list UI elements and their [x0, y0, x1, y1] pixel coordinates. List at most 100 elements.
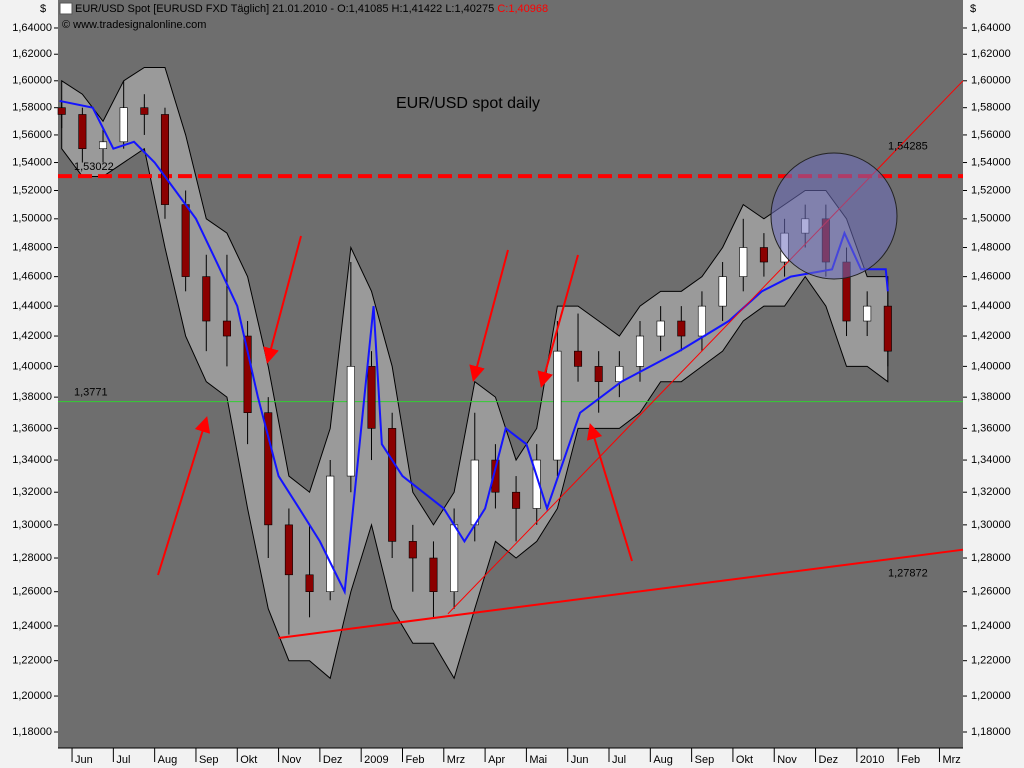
candle-body — [346, 366, 355, 477]
y-tick-label: 1,40000 — [12, 360, 52, 372]
x-tick-label: Nov — [777, 754, 797, 766]
trend-line-label: 1,27872 — [888, 567, 928, 579]
currency-left: $ — [40, 3, 46, 15]
y-tick-label: 1,44000 — [12, 300, 52, 312]
y-tick-label: 1,38000 — [971, 391, 1011, 403]
arrow — [263, 235, 302, 364]
y-tick-label: 1,22000 — [971, 655, 1011, 667]
y-tick-label: 1,30000 — [12, 519, 52, 531]
y-tick-label: 1,26000 — [12, 586, 52, 598]
average-line — [59, 99, 889, 596]
x-tick-label: Aug — [158, 754, 178, 766]
y-tick-label: 1,20000 — [971, 690, 1011, 702]
y-tick-label: 1,56000 — [971, 129, 1011, 141]
currency-right: $ — [970, 3, 976, 15]
candle-body — [388, 428, 397, 542]
y-tick-label: 1,54000 — [12, 156, 52, 168]
horizontal-line-label: 1,53022 — [74, 161, 114, 173]
candle-body — [140, 107, 149, 115]
arrows — [157, 235, 633, 576]
y-tick-label: 1,18000 — [971, 726, 1011, 738]
candle-body — [615, 366, 624, 383]
x-tick-label: Feb — [901, 754, 920, 766]
candle-body — [408, 541, 417, 559]
x-tick-label: Okt — [240, 754, 257, 766]
y-tick-label: 1,50000 — [12, 213, 52, 225]
x-tick-label: Mai — [529, 754, 547, 766]
arrow — [586, 423, 633, 562]
candle-body — [284, 524, 293, 576]
y-tick-label: 1,46000 — [971, 271, 1011, 283]
y-tick-label: 1,48000 — [12, 241, 52, 253]
y-tick-label: 1,28000 — [12, 552, 52, 564]
candle-body — [574, 350, 583, 367]
chart-title: EUR/USD spot daily — [396, 95, 540, 112]
y-tick-label: 1,32000 — [12, 486, 52, 498]
y-tick-label: 1,62000 — [12, 48, 52, 60]
y-tick-label: 1,42000 — [12, 330, 52, 342]
y-tick-label: 1,28000 — [971, 552, 1011, 564]
y-tick-label: 1,48000 — [971, 241, 1011, 253]
x-tick-label: Jun — [75, 754, 93, 766]
candle-body — [883, 305, 892, 352]
candle-body — [367, 366, 376, 429]
candle-body — [450, 524, 459, 593]
y-tick-label: 1,42000 — [971, 330, 1011, 342]
x-tick-label: 2009 — [364, 754, 388, 766]
candle-body — [264, 412, 273, 526]
y-tick-label: 1,40000 — [971, 360, 1011, 372]
x-tick-label: Jul — [116, 754, 130, 766]
y-tick-label: 1,58000 — [971, 102, 1011, 114]
x-tick-label: Mrz — [447, 754, 465, 766]
candle-body — [57, 107, 66, 115]
y-tick-label: 1,56000 — [12, 129, 52, 141]
candle-body — [656, 320, 665, 337]
x-tick-label: Sep — [199, 754, 219, 766]
horizontal-line-label: 1,3771 — [74, 387, 108, 399]
header-text: EUR/USD Spot [EURUSD FXD Täglich] 21.01.… — [75, 3, 494, 15]
y-tick-label: 1,36000 — [971, 422, 1011, 434]
x-tick-label: 2010 — [860, 754, 884, 766]
y-tick-label: 1,44000 — [971, 300, 1011, 312]
candle-body — [553, 350, 562, 461]
y-tick-label: 1,34000 — [971, 454, 1011, 466]
y-tick-label: 1,52000 — [971, 184, 1011, 196]
y-tick-label: 1,46000 — [12, 271, 52, 283]
y-tick-label: 1,38000 — [12, 391, 52, 403]
y-tick-label: 1,18000 — [12, 726, 52, 738]
candle-body — [594, 366, 603, 383]
y-tick-label: 1,64000 — [12, 22, 52, 34]
arrow — [537, 254, 579, 388]
header-icon — [59, 2, 73, 15]
x-tick-label: Dez — [323, 754, 343, 766]
y-tick-label: 1,60000 — [12, 75, 52, 87]
candle-body — [491, 459, 500, 493]
candle-body — [739, 247, 748, 277]
y-tick-label: 1,30000 — [971, 519, 1011, 531]
x-tick-label: Jun — [571, 754, 589, 766]
arrow — [469, 249, 509, 382]
candle-body — [429, 557, 438, 593]
candle-body — [305, 574, 314, 593]
header: EUR/USD Spot [EURUSD FXD Täglich] 21.01.… — [75, 3, 548, 15]
x-tick-label: Feb — [405, 754, 424, 766]
candle-body — [512, 491, 521, 509]
y-tick-label: 1,26000 — [971, 586, 1011, 598]
x-tick-label: Dez — [819, 754, 839, 766]
candle-body — [119, 107, 128, 143]
candle-body — [635, 335, 645, 367]
arrow — [157, 416, 211, 576]
candle-body — [99, 141, 108, 149]
header-close: C:1,40968 — [497, 3, 548, 15]
y-tick-label: 1,34000 — [12, 454, 52, 466]
candle-body — [532, 459, 541, 509]
candle-body — [718, 276, 727, 307]
y-tick-label: 1,62000 — [971, 48, 1011, 60]
x-tick-label: Jul — [612, 754, 626, 766]
copyright: © www.tradesignalonline.com — [62, 19, 206, 31]
candle-body — [697, 305, 706, 337]
trend-line-label: 1,54285 — [888, 140, 928, 152]
y-tick-label: 1,54000 — [971, 156, 1011, 168]
x-tick-label: Sep — [695, 754, 715, 766]
